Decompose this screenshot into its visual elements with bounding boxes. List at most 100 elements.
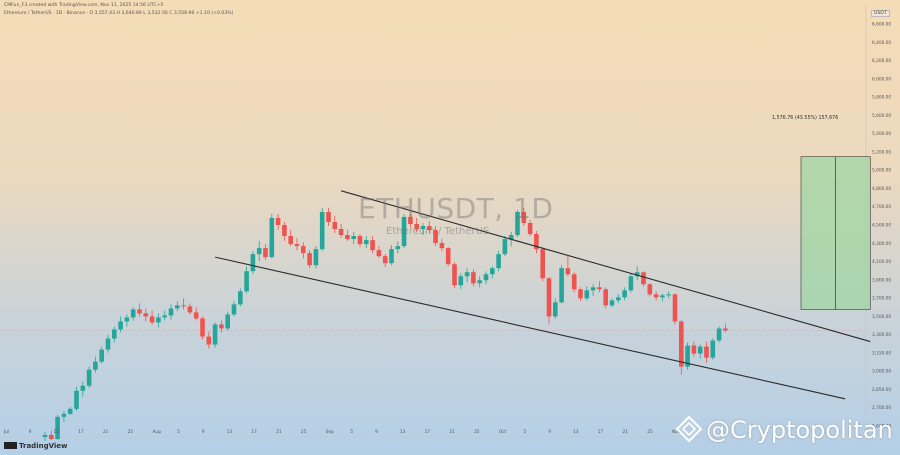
- candle: [143, 308, 149, 322]
- y-axis-tick-label: 3,150.00: [872, 350, 891, 356]
- candle: [458, 273, 464, 290]
- x-axis-tick-label: 5: [177, 429, 180, 435]
- candle-body: [490, 268, 495, 275]
- candle: [263, 244, 268, 261]
- candle: [716, 326, 722, 343]
- candle-body: [357, 236, 363, 245]
- candle-body: [382, 256, 388, 264]
- candle: [307, 250, 312, 269]
- candle: [231, 301, 237, 317]
- candle: [634, 266, 640, 281]
- candle: [603, 287, 608, 309]
- candle: [168, 304, 174, 320]
- candle: [118, 316, 123, 333]
- candle-body: [420, 226, 426, 230]
- x-axis-tick-label: 17: [78, 429, 84, 435]
- candle: [408, 213, 413, 229]
- candle-body: [61, 413, 67, 417]
- candle-body: [307, 253, 312, 266]
- candle: [559, 265, 564, 304]
- symbol-info-line: Ethereum / TetherUS · 1D · Binance · O 3…: [4, 11, 234, 16]
- y-axis-tick-label: 4,500.00: [872, 223, 891, 229]
- candle: [666, 291, 671, 299]
- candle-body: [67, 408, 73, 414]
- candle: [326, 207, 331, 226]
- candle-body: [515, 211, 520, 236]
- candle-body: [118, 321, 123, 330]
- candle-body: [433, 230, 438, 244]
- candle: [370, 236, 375, 254]
- candle-body: [42, 434, 48, 437]
- candle-body: [697, 346, 703, 354]
- candle-body: [427, 226, 432, 231]
- candle: [162, 310, 167, 321]
- candle-body: [401, 216, 407, 247]
- candle: [345, 230, 350, 242]
- candle: [395, 241, 401, 254]
- tradingview-logo-text: TradingView: [19, 442, 68, 450]
- candle: [301, 242, 306, 259]
- tradingview-logo[interactable]: TradingView: [4, 442, 68, 450]
- candle-body: [294, 244, 300, 247]
- x-axis-tick-label: 25: [474, 429, 480, 435]
- y-axis-tick-label: 3,000.00: [872, 369, 891, 375]
- candle-body: [124, 317, 130, 322]
- candle: [250, 251, 256, 275]
- candle-body: [458, 276, 464, 286]
- candle: [553, 298, 558, 319]
- author-line: CMFun_F3 created with TradingView.com, N…: [4, 3, 164, 8]
- x-axis-tick-label: 21: [276, 429, 282, 435]
- x-axis-tick-label: 5: [524, 429, 527, 435]
- x-axis-tick-label: 9: [29, 429, 32, 435]
- candle-body: [439, 243, 445, 249]
- candle-body: [345, 235, 350, 240]
- candle-body: [162, 315, 167, 318]
- candle-body: [660, 295, 665, 298]
- candle: [628, 273, 634, 293]
- candle-body: [206, 336, 212, 345]
- candle: [80, 381, 86, 397]
- y-axis-tick-label: 2,700.00: [872, 405, 891, 411]
- candle: [571, 272, 577, 293]
- candle: [710, 338, 716, 360]
- candle: [584, 286, 590, 301]
- lower-trendline: [214, 256, 846, 400]
- candle: [401, 213, 407, 249]
- x-axis-tick-label: 5: [350, 429, 353, 435]
- candle: [93, 356, 98, 373]
- x-axis-tick-label: 21: [449, 429, 455, 435]
- y-axis-tick-label: 3,900.00: [872, 277, 891, 283]
- candle: [282, 221, 287, 242]
- candle: [641, 271, 646, 287]
- candle-body: [710, 340, 716, 358]
- y-axis-tick-label: 6,400.00: [872, 40, 891, 46]
- cryptopolitan-text: @Cryptopolitan: [706, 416, 893, 444]
- candle: [269, 213, 275, 259]
- candle: [364, 236, 369, 249]
- candle: [515, 209, 520, 238]
- tradingview-logo-icon: [4, 442, 17, 449]
- candle: [200, 316, 205, 340]
- candle: [490, 266, 495, 279]
- x-axis-tick-label: 13: [573, 429, 579, 435]
- candle: [616, 294, 621, 304]
- x-axis-tick-label: 25: [301, 429, 307, 435]
- candle-body: [332, 221, 338, 230]
- candle: [622, 287, 627, 301]
- candle: [244, 266, 249, 294]
- candle: [338, 223, 344, 239]
- x-axis-tick-label: Nov: [672, 429, 681, 435]
- candle: [439, 239, 445, 252]
- candle: [540, 247, 545, 282]
- candle: [42, 431, 48, 442]
- candle-body: [395, 246, 401, 250]
- x-axis-tick-label: Sep: [326, 429, 334, 435]
- candle-body: [716, 328, 722, 341]
- candle-body: [74, 390, 79, 409]
- candle: [660, 293, 665, 302]
- y-axis-tick-label: 5,600.00: [872, 113, 891, 119]
- currency-badge[interactable]: USDT: [871, 10, 890, 17]
- candle-body: [301, 246, 306, 254]
- x-axis-tick-label: 9: [375, 429, 378, 435]
- candle-body: [288, 236, 293, 245]
